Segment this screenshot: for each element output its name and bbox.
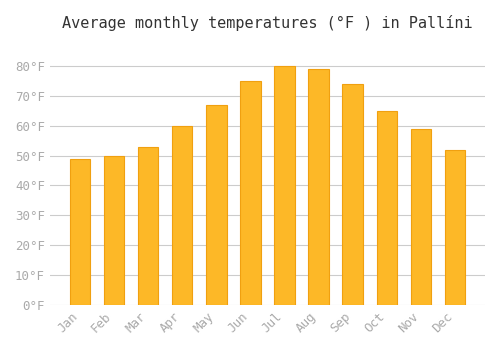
Bar (274, 66, 294, 305)
Bar (240, 81, 260, 305)
Bar (308, 69, 329, 305)
Bar (172, 126, 193, 305)
Bar (376, 111, 397, 305)
Title: Average monthly temperatures (°F ) in Pallíni: Average monthly temperatures (°F ) in Pa… (62, 15, 472, 31)
Bar (410, 128, 431, 305)
Bar (138, 147, 158, 305)
Bar (445, 149, 465, 305)
Bar (342, 84, 363, 305)
Bar (206, 105, 227, 305)
Bar (70, 159, 90, 305)
Bar (104, 155, 124, 305)
